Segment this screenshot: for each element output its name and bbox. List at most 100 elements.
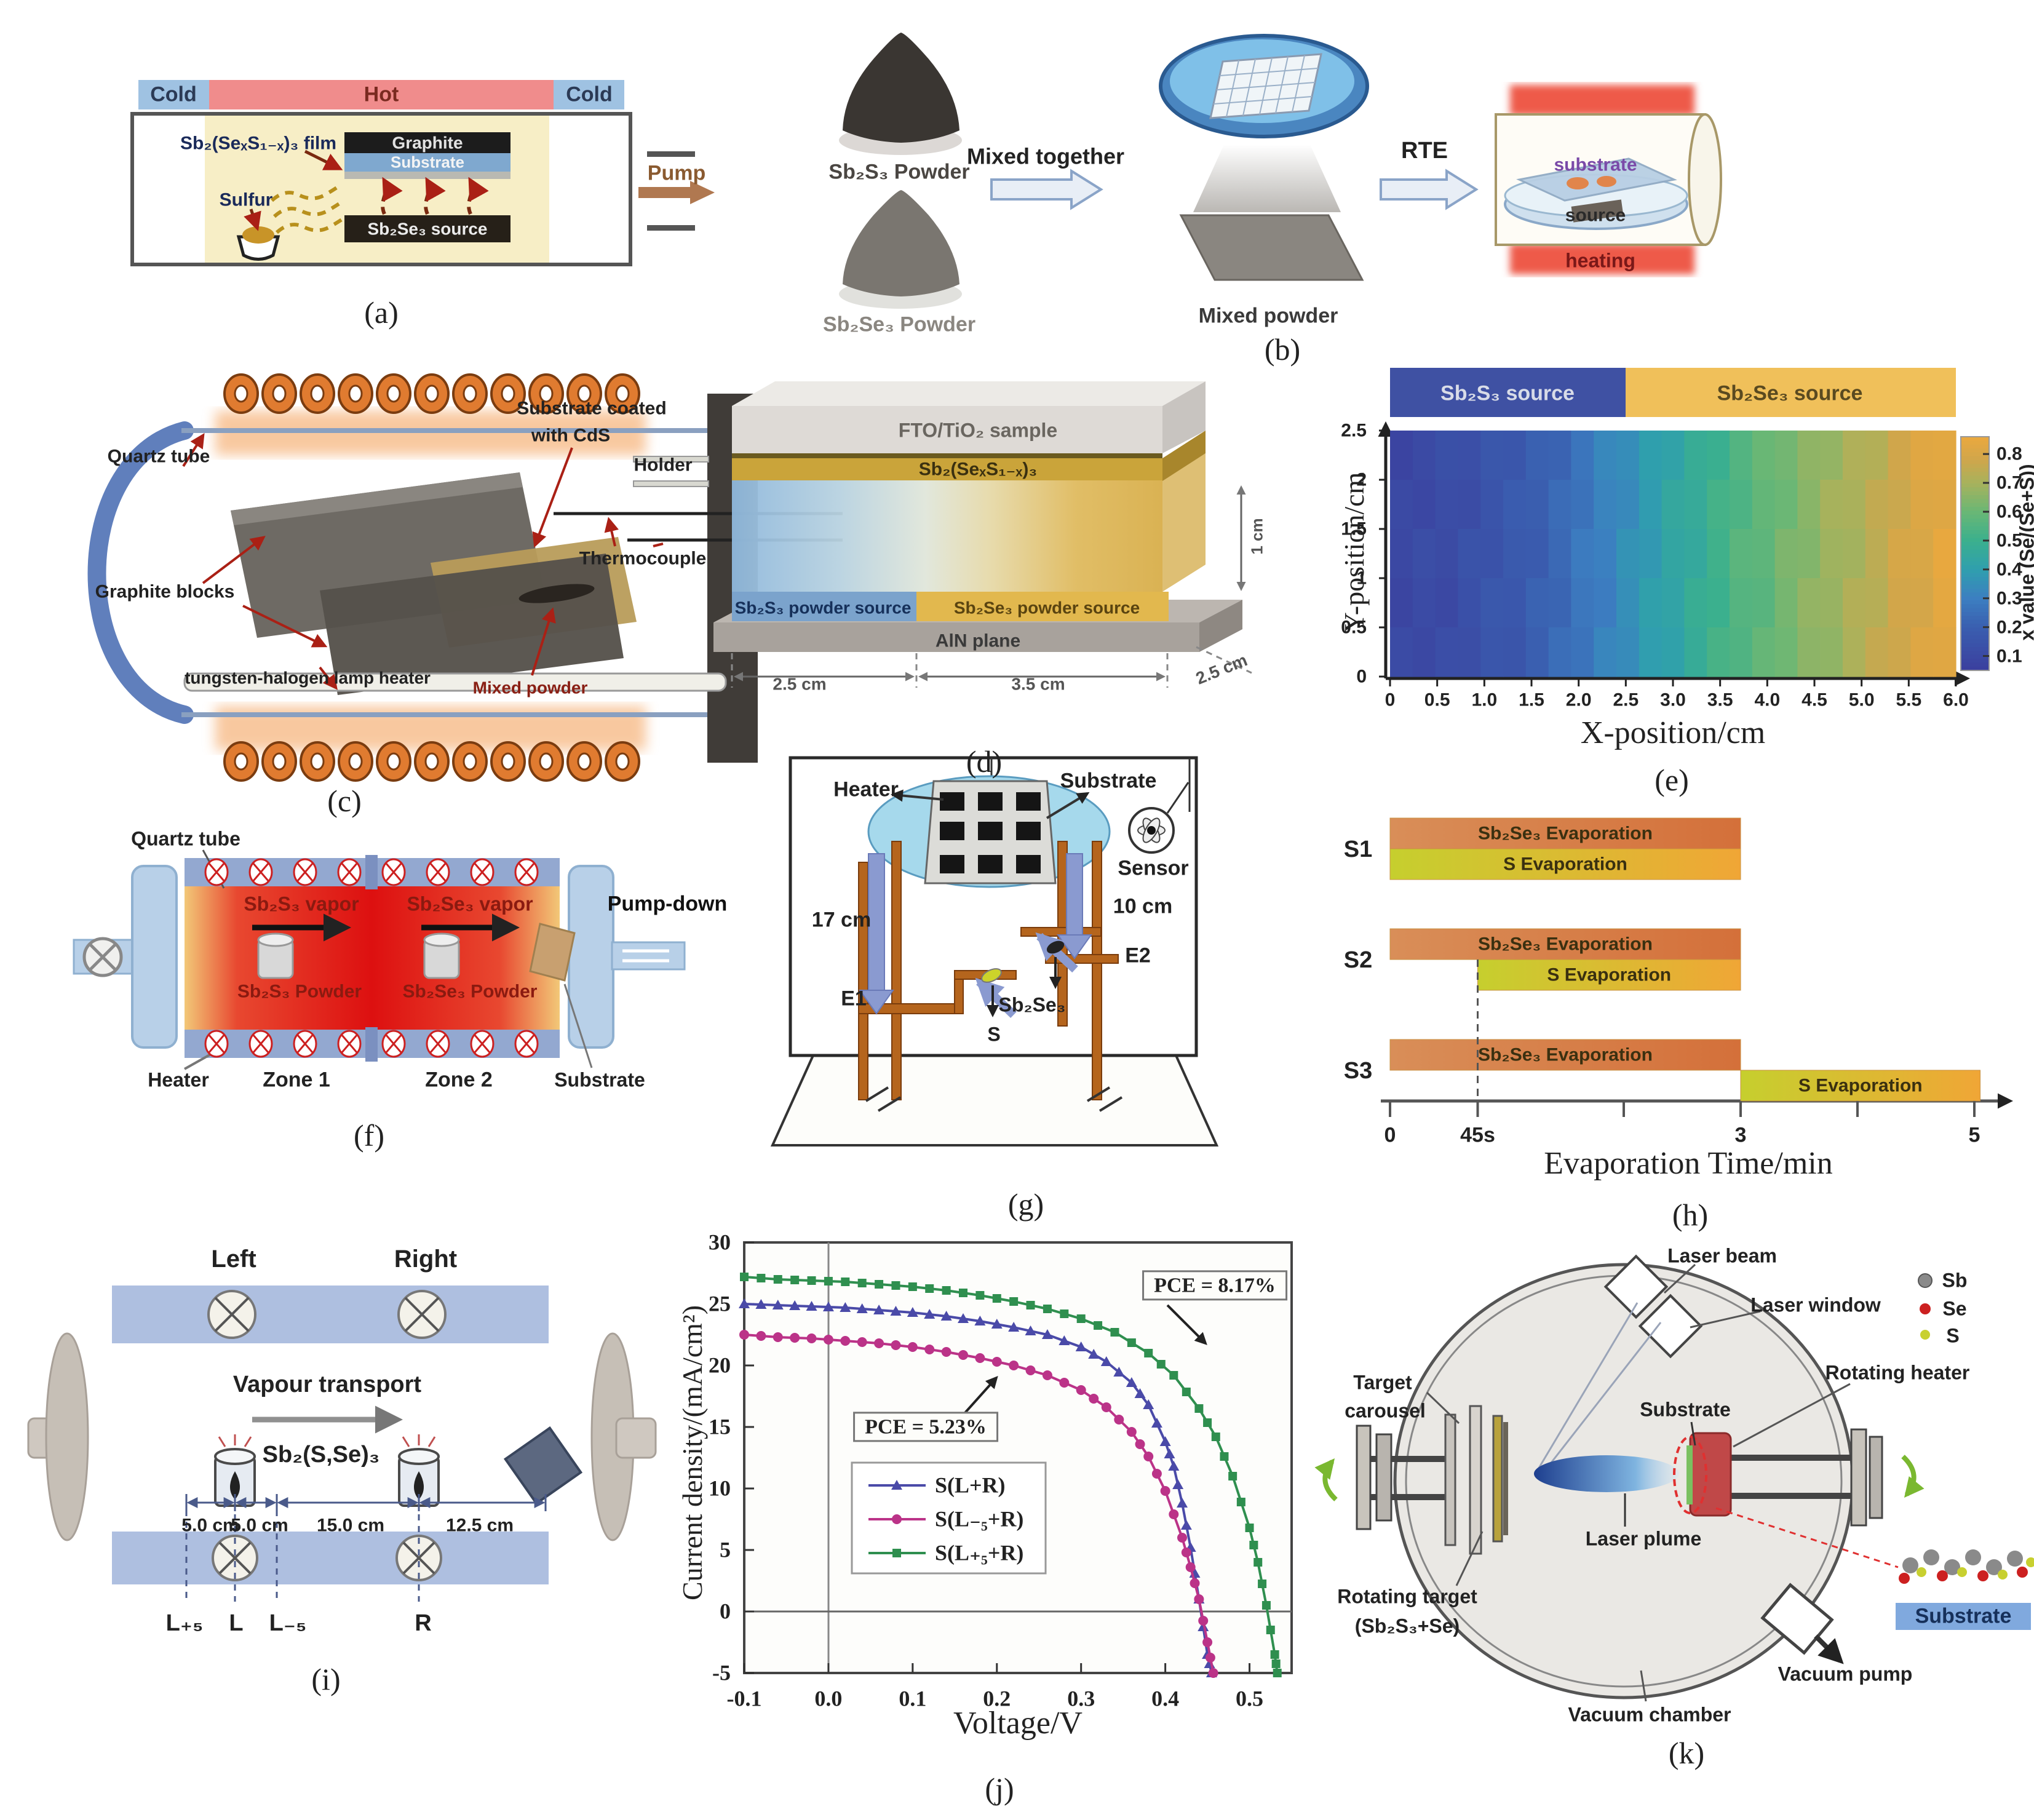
c-graphite-blocks: Graphite blocks: [95, 581, 235, 602]
caption-b: (b): [1264, 332, 1301, 367]
colorbar-strip: [1961, 499, 1989, 504]
b-powder2: Sb₂Se₃ Powder: [822, 312, 976, 336]
gantt-bar-S3-se: [1389, 1039, 1741, 1071]
heatmap-cell: [1616, 480, 1640, 530]
colorbar-strip: [1961, 565, 1989, 570]
heatmap-cell: [1707, 529, 1730, 579]
heatmap-cell: [1820, 431, 1843, 480]
colorbar-strip: [1961, 546, 1989, 550]
gantt-bar-label: Sb₂Se₃ Evaporation: [1478, 823, 1653, 844]
marker-triangle: [1059, 1335, 1070, 1345]
heater-coil-hole: [615, 752, 630, 771]
colorbar-strip: [1961, 507, 1989, 512]
colorbar-strip: [1961, 557, 1989, 562]
panel-d-dual-source-schematic: [713, 381, 1252, 688]
g-sensor: Sensor: [1118, 856, 1189, 880]
k-rotating-target-2: (Sb₂S₃+Se): [1354, 1615, 1460, 1637]
k-laser-plume: Laser plume: [1585, 1527, 1702, 1550]
heatmap-cell: [1412, 480, 1436, 530]
panel-f-two-zone-furnace: [73, 849, 686, 1070]
gantt-bar-S1-se: [1389, 817, 1741, 849]
caption-j: (j): [985, 1771, 1014, 1806]
marker-circle: [773, 1332, 783, 1342]
marker-circle: [1025, 1365, 1036, 1375]
heatmap-cell: [1707, 480, 1730, 530]
a-hot: Hot: [363, 82, 399, 106]
marker-square: [1236, 1498, 1245, 1506]
marker-circle: [1194, 1594, 1204, 1604]
j-x-tick: 0.0: [814, 1686, 843, 1711]
caption-d: (d): [966, 744, 1003, 779]
colorbar-strip: [1961, 577, 1989, 582]
caption-c: (c): [327, 784, 362, 818]
marker-square: [992, 1294, 1001, 1303]
d-fto: FTO/TiO₂ sample: [898, 419, 1058, 442]
j-y-tick: 25: [709, 1291, 731, 1316]
marker-square: [841, 1278, 850, 1286]
k-vacuum-pump: Vacuum pump: [1778, 1663, 1913, 1685]
b-mixed-powder: Mixed powder: [1198, 304, 1338, 328]
a-pump: Pump: [647, 161, 706, 185]
marker-triangle: [1113, 1367, 1125, 1377]
heatmap-cell: [1548, 627, 1571, 677]
heatmap-cell: [1910, 627, 1934, 677]
atom-legend-dots: [1918, 1273, 1933, 1340]
k-vacuum-chamber: Vacuum chamber: [1568, 1703, 1731, 1726]
d-src-se: Sb₂Se₃ powder source: [953, 598, 1140, 618]
j-legend-0: S(L+R): [935, 1472, 1006, 1498]
heatmap-cell: [1390, 431, 1413, 480]
gantt-bar-label: S Evaporation: [1547, 964, 1672, 985]
gantt-bar-label: S Evaporation: [1503, 854, 1627, 875]
colorbar-strip: [1961, 616, 1989, 621]
colorbar-strip: [1961, 643, 1989, 648]
marker-triangle: [1126, 1377, 1137, 1387]
marker-triangle: [806, 1301, 817, 1311]
heatmap-cell: [1594, 431, 1617, 480]
d-film: Sb₂(SeₓS₁₋ₓ)₃: [918, 459, 1038, 480]
g-e1: E1: [841, 987, 867, 1011]
marker-triangle: [940, 1311, 952, 1321]
marker-triangle: [890, 1306, 902, 1316]
k-rotating-heater: Rotating heater: [1825, 1361, 1970, 1384]
colorbar-strip: [1961, 526, 1989, 531]
c-substrate-cds-2: with CdS: [531, 425, 611, 446]
marker-square: [1144, 1349, 1153, 1357]
marker-square: [1270, 1650, 1279, 1659]
i-lp5: L₊₅: [165, 1610, 204, 1637]
marker-circle: [874, 1338, 884, 1348]
marker-circle: [941, 1347, 951, 1357]
caption-g: (g): [1007, 1187, 1044, 1222]
marker-triangle: [991, 1319, 1003, 1329]
heatmap-cell: [1480, 578, 1504, 628]
f-pump-down: Pump-down: [607, 892, 728, 916]
e-cbar-tick: 0.6: [1996, 501, 2022, 522]
e-y-tick: 1: [1356, 568, 1367, 589]
heatmap-cell: [1820, 627, 1843, 677]
e-cbar-tick: 0.8: [1996, 443, 2022, 464]
marker-circle: [806, 1333, 817, 1343]
e-x-tick: 4.5: [1802, 689, 1827, 710]
marker-square: [1169, 1371, 1178, 1380]
marker-square: [908, 1282, 917, 1291]
heatmap-cell: [1525, 431, 1549, 480]
jv-curve-S(L₊₅+R): [744, 1276, 1279, 1674]
heatmap-cell: [1910, 480, 1934, 530]
heater-coil-hole: [615, 384, 630, 403]
colorbar-strip: [1961, 561, 1989, 566]
colorbar-strip: [1961, 651, 1989, 656]
j-x-tick: -0.1: [726, 1686, 762, 1711]
heatmap-cell: [1730, 431, 1753, 480]
heatmap-cell: [1616, 627, 1640, 677]
j-y-tick: 10: [709, 1476, 731, 1501]
marker-triangle: [1088, 1349, 1100, 1359]
marker-square: [925, 1284, 934, 1293]
marker-circle: [1169, 1509, 1179, 1519]
marker-triangle: [924, 1309, 936, 1319]
colorbar-strip: [1961, 666, 1989, 671]
heatmap-cell: [1594, 529, 1617, 579]
heatmap-cell: [1525, 627, 1549, 677]
f-vapor-s: Sb₂S₃ vapor: [244, 892, 359, 915]
marker-triangle: [958, 1313, 969, 1323]
colorbar-strip: [1961, 519, 1989, 523]
caption-e: (e): [1655, 763, 1689, 797]
